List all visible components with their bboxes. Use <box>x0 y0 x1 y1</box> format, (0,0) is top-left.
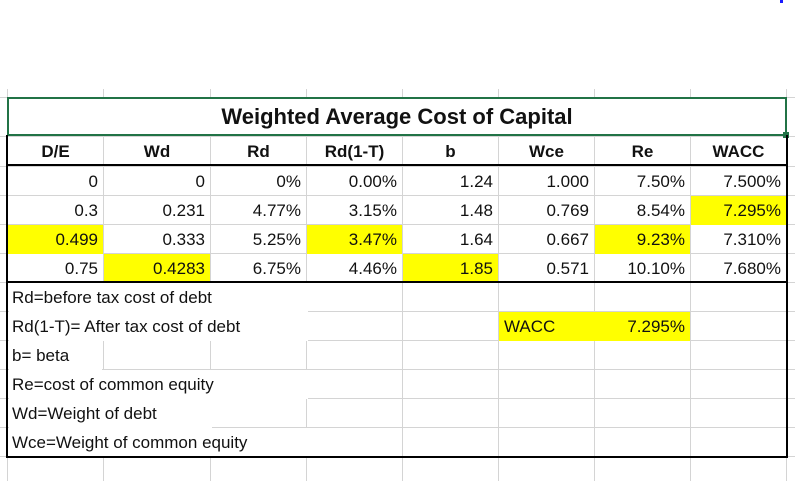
note-rd[interactable]: Rd=before tax cost of debt <box>9 283 308 312</box>
header-wce[interactable]: Wce <box>529 142 564 161</box>
cell-b-highlighted[interactable]: 1.85 <box>403 254 498 283</box>
gridline <box>0 195 795 196</box>
cursor-dot <box>780 0 783 3</box>
gridline <box>0 166 795 167</box>
cell-wacc[interactable]: 7.310% <box>723 230 781 249</box>
gridline <box>0 136 795 137</box>
page-title: Weighted Average Cost of Capital <box>221 104 573 129</box>
cell-b[interactable]: 1.48 <box>459 201 493 220</box>
gridline <box>0 340 795 341</box>
cell-wce[interactable]: 1.000 <box>546 172 589 191</box>
header-bottom-border <box>6 164 788 166</box>
gridline <box>402 89 403 481</box>
cell-de[interactable]: 0 <box>88 172 98 191</box>
cell-re[interactable]: 7.50% <box>636 172 685 191</box>
note-wce[interactable]: Wce=Weight of common equity <box>9 428 308 457</box>
cell-rd[interactable]: 5.25% <box>252 230 301 249</box>
cell-rd[interactable]: 0% <box>276 172 301 191</box>
header-rd1t[interactable]: Rd(1-T) <box>324 142 385 161</box>
cell-b[interactable]: 1.64 <box>459 230 493 249</box>
cell-wd[interactable]: 0 <box>195 172 205 191</box>
cell-re[interactable]: 8.54% <box>636 201 685 220</box>
gridline <box>690 89 691 481</box>
cell-de[interactable]: 0.75 <box>64 259 98 278</box>
cell-re[interactable]: 10.10% <box>627 259 685 278</box>
summary-wacc-label[interactable]: WACC <box>499 312 594 341</box>
cell-wacc[interactable]: 7.500% <box>723 172 781 191</box>
summary-wacc-value[interactable]: 7.295% <box>594 312 690 341</box>
cell-rd[interactable]: 4.77% <box>252 201 301 220</box>
gridline <box>0 398 795 399</box>
gridline <box>0 311 795 312</box>
cell-wd[interactable]: 0.333 <box>162 230 205 249</box>
cell-rd[interactable]: 6.75% <box>252 259 301 278</box>
cell-wd-highlighted[interactable]: 0.4283 <box>104 254 210 283</box>
gridline <box>498 89 499 481</box>
cell-rd1t[interactable]: 0.00% <box>348 172 397 191</box>
header-de[interactable]: D/E <box>41 142 70 161</box>
note-b[interactable]: b= beta <box>9 341 102 370</box>
cell-de-highlighted[interactable]: 0.499 <box>8 225 103 254</box>
data-bottom-border <box>6 281 788 283</box>
cell-wce[interactable]: 0.571 <box>546 259 589 278</box>
cell-rd1t[interactable]: 4.46% <box>348 259 397 278</box>
note-rd1t[interactable]: Rd(1-T)= After tax cost of debt <box>9 312 308 341</box>
gridline <box>0 224 795 225</box>
cell-wce[interactable]: 0.769 <box>546 201 589 220</box>
gridline <box>594 89 595 481</box>
cell-wd[interactable]: 0.231 <box>162 201 205 220</box>
cell-wacc-highlighted[interactable]: 7.295% <box>691 196 786 225</box>
header-re[interactable]: Re <box>631 142 654 161</box>
header-b[interactable]: b <box>445 142 456 161</box>
header-rd[interactable]: Rd <box>247 142 270 161</box>
cell-wacc[interactable]: 7.680% <box>723 259 781 278</box>
cell-wce[interactable]: 0.667 <box>546 230 589 249</box>
gridline <box>786 89 787 481</box>
header-wd[interactable]: Wd <box>143 142 171 161</box>
header-wacc[interactable]: WACC <box>712 142 765 161</box>
cell-rd1t[interactable]: 3.15% <box>348 201 397 220</box>
note-wd[interactable]: Wd=Weight of debt <box>9 399 212 428</box>
gridline <box>0 369 795 370</box>
note-re[interactable]: Re=cost of common equity <box>9 370 308 399</box>
gridline <box>0 427 795 428</box>
cell-de[interactable]: 0.3 <box>74 201 98 220</box>
cell-b[interactable]: 1.24 <box>459 172 493 191</box>
cell-re-highlighted[interactable]: 9.23% <box>595 225 690 254</box>
cell-rd1t-highlighted[interactable]: 3.47% <box>307 225 402 254</box>
title-cell[interactable]: Weighted Average Cost of Capital <box>7 97 787 136</box>
